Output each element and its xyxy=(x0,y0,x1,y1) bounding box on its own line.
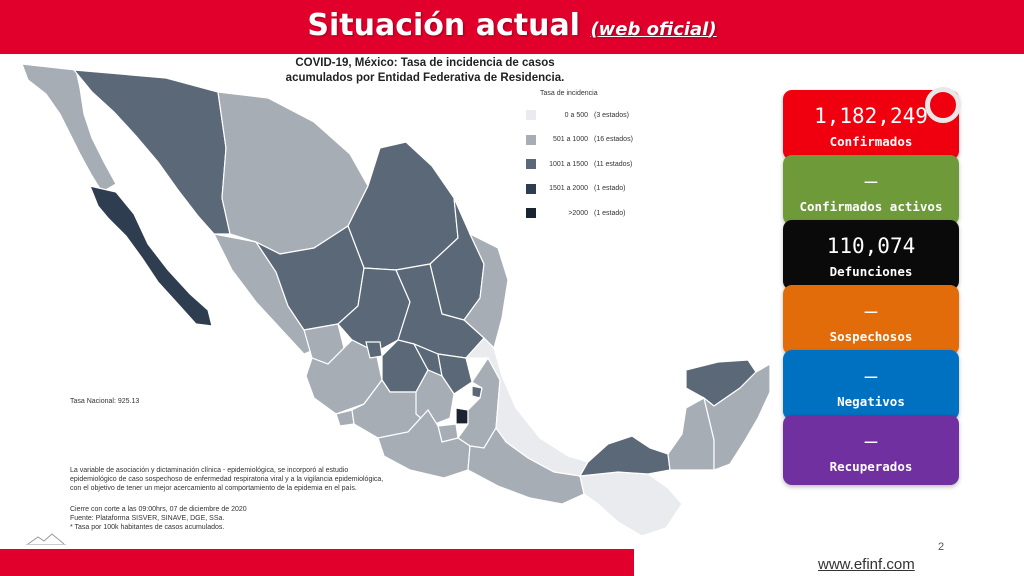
legend-count: (3 estados) xyxy=(594,111,630,119)
state-baja-california-sur xyxy=(89,185,213,327)
state-guerrero xyxy=(377,409,471,479)
legend-range: >2000 xyxy=(568,209,588,217)
state-oaxaca xyxy=(467,426,585,505)
card-negativos: — Negativos xyxy=(783,350,959,420)
map-legend: Tasa de incidencia 0 a 500 (3 estados) 5… xyxy=(526,90,656,226)
legend-item: 501 a 1000 (16 estados) xyxy=(526,128,656,153)
title-main: Situación actual xyxy=(307,8,580,43)
stats-cards: 1,182,249 Confirmados — Confirmados acti… xyxy=(783,90,959,485)
agency-logo-icon xyxy=(26,533,66,545)
card-value: 1,182,249 xyxy=(814,104,928,128)
card-label: Recuperados xyxy=(829,459,913,474)
map-title: COVID-19, México: Tasa de incidencia de … xyxy=(285,57,565,84)
page-title: Situación actual (web oficial) xyxy=(0,6,1024,50)
page-number: 2 xyxy=(938,541,945,553)
legend-item: >2000 (1 estado) xyxy=(526,201,656,226)
card-defunciones: 110,074 Defunciones xyxy=(783,220,959,290)
footer-bar xyxy=(0,549,634,576)
card-label: Confirmados activos xyxy=(799,199,943,214)
legend-item: 1501 a 2000 (1 estado) xyxy=(526,177,656,202)
card-label: Defunciones xyxy=(829,264,913,279)
card-value: 110,074 xyxy=(826,234,916,258)
card-sospechosos: — Sospechosos xyxy=(783,285,959,355)
legend-item: 0 a 500 (3 estados) xyxy=(526,103,656,128)
legend-swatch xyxy=(526,134,536,145)
state-cdmx xyxy=(455,407,469,425)
legend-item: 1001 a 1500 (11 estados) xyxy=(526,152,656,177)
legend-swatch xyxy=(526,110,536,121)
state-tabasco xyxy=(578,435,671,477)
state-chiapas xyxy=(579,471,683,537)
legend-title: Tasa de incidencia xyxy=(540,90,598,97)
card-value: — xyxy=(864,429,878,453)
decorative-ring-icon xyxy=(925,87,961,123)
legend-count: (11 estados) xyxy=(594,160,633,168)
legend-range: 1001 a 1500 xyxy=(549,160,588,168)
legend-count: (1 estado) xyxy=(594,209,626,217)
state-quintana-roo xyxy=(703,362,771,471)
legend-range: 1501 a 2000 xyxy=(549,185,588,193)
card-value: — xyxy=(864,169,878,193)
state-hidalgo xyxy=(437,353,473,395)
legend-swatch xyxy=(526,159,536,170)
methodology-note: La variable de asociación y dictaminació… xyxy=(70,467,384,492)
state-coahuila xyxy=(347,141,459,271)
website-link[interactable]: www.efinf.com xyxy=(818,556,915,573)
legend-swatch xyxy=(526,208,536,219)
card-label: Negativos xyxy=(837,394,905,409)
legend-count: (1 estado) xyxy=(594,185,626,193)
card-value: — xyxy=(864,299,878,323)
card-confirmados-activos: — Confirmados activos xyxy=(783,155,959,225)
legend-range: 0 a 500 xyxy=(564,111,588,119)
national-rate: Tasa Nacional: 925.13 xyxy=(70,398,140,405)
header-bar xyxy=(0,0,1024,54)
legend-count: (16 estados) xyxy=(594,136,633,144)
card-label: Sospechosos xyxy=(829,329,913,344)
source-note: Cierre con corte a las 09:00hrs, 07 de d… xyxy=(70,506,247,531)
mexico-incidence-map xyxy=(21,63,771,537)
card-value: — xyxy=(864,364,878,388)
title-subtitle: (web oficial) xyxy=(590,19,717,40)
card-label: Confirmados xyxy=(829,134,913,149)
legend-range: 501 a 1000 xyxy=(552,136,588,144)
card-recuperados: — Recuperados xyxy=(783,415,959,485)
legend-swatch xyxy=(526,183,536,194)
